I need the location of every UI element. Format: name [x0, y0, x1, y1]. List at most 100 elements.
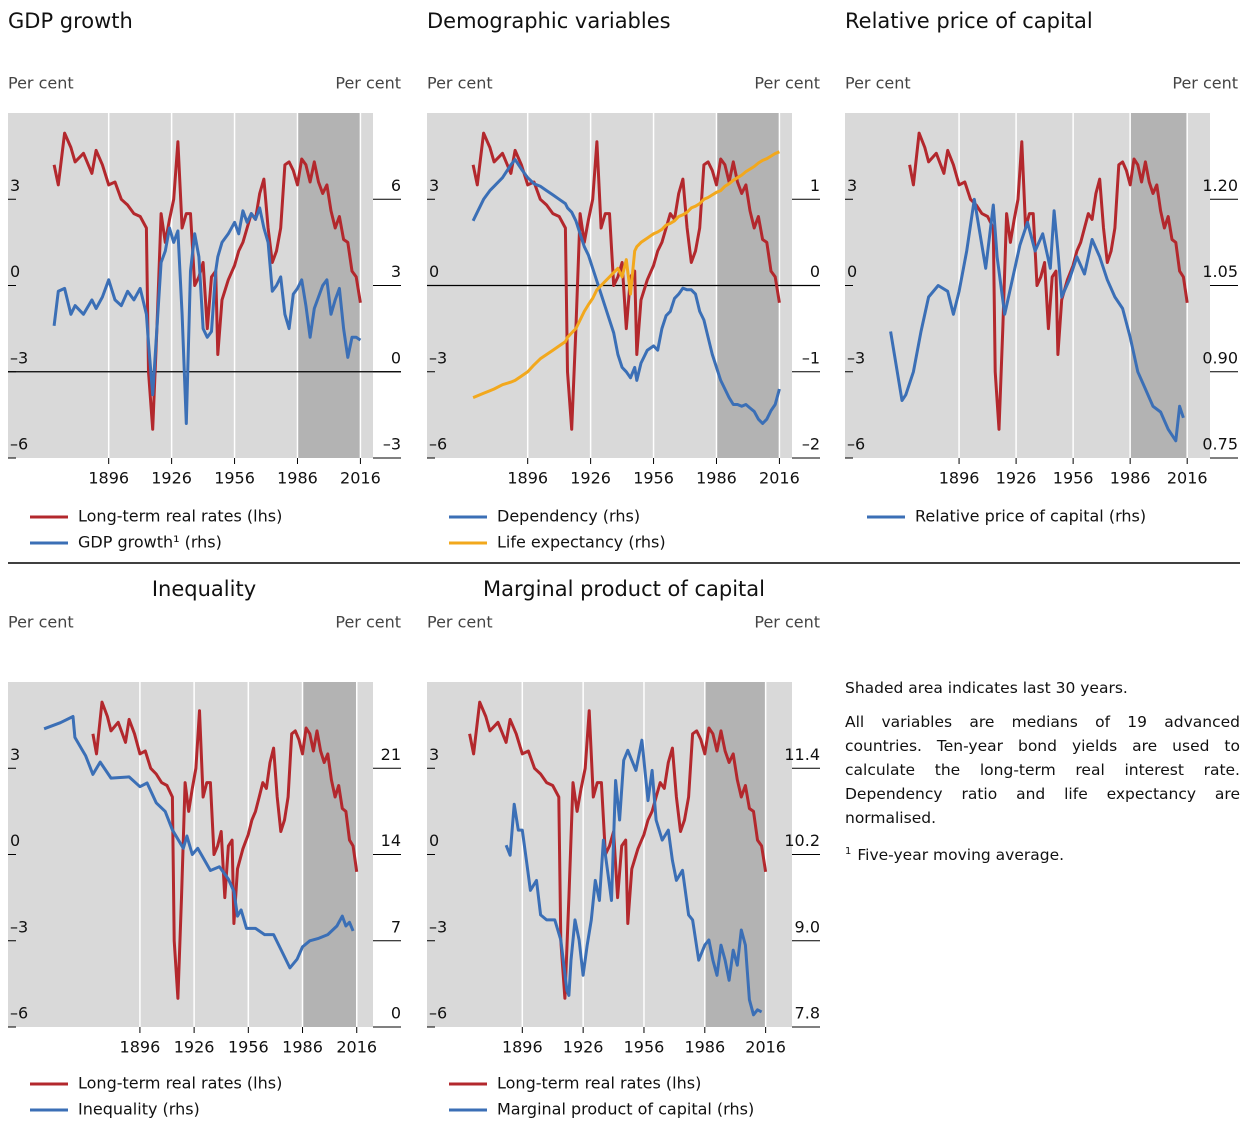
chart-title: Relative price of capital — [845, 9, 1093, 33]
y2-tick-label: 9.0 — [795, 917, 820, 936]
y-tick-label: 0 — [10, 262, 20, 281]
x-tick-label: 1956 — [228, 1038, 269, 1057]
x-tick-label: 2016 — [759, 469, 800, 488]
y2-tick-label: 0.90 — [1202, 348, 1238, 367]
y-tick-label: –6 — [10, 435, 28, 454]
legend-label: Long-term real rates (lhs) — [497, 1074, 701, 1093]
x-tick-label: 1956 — [633, 469, 674, 488]
series-line — [908, 131, 1189, 431]
x-tick-label: 2016 — [340, 469, 381, 488]
y-axis-unit: Per cent — [8, 613, 74, 632]
y2-tick-label: 7 — [391, 917, 401, 936]
y-axis-unit: Per cent — [427, 74, 493, 93]
y2-tick-label: 1.20 — [1202, 176, 1238, 195]
y2-axis-unit: Per cent — [335, 74, 401, 93]
y-tick-label: 3 — [10, 745, 20, 764]
y2-tick-label: –3 — [383, 435, 401, 454]
x-tick-label: 1926 — [996, 469, 1037, 488]
chart-title: Marginal product of capital — [483, 577, 765, 601]
y-tick-label: 0 — [429, 831, 439, 850]
y2-tick-label: 11.4 — [784, 745, 820, 764]
chart-title: GDP growth — [8, 9, 133, 33]
y2-tick-label: 0 — [810, 262, 820, 281]
legend-label: Dependency (rhs) — [497, 507, 640, 526]
y-axis-unit: Per cent — [427, 613, 493, 632]
x-tick-label: 1896 — [120, 1038, 161, 1057]
x-tick-label: 1956 — [1053, 469, 1094, 488]
y2-tick-label: 1 — [810, 176, 820, 195]
footnote-marker: 1 — [845, 846, 852, 857]
y-tick-label: 0 — [847, 262, 857, 281]
y-tick-label: 3 — [847, 176, 857, 195]
x-tick-label: 1926 — [174, 1038, 215, 1057]
y2-tick-label: 6 — [391, 176, 401, 195]
description-note: All variables are medians of 19 advanced… — [845, 713, 1240, 827]
y-axis-unit: Per cent — [845, 74, 911, 93]
x-tick-label: 1926 — [151, 469, 192, 488]
y-tick-label: –3 — [429, 917, 447, 936]
x-tick-label: 1986 — [696, 469, 737, 488]
series-line — [889, 197, 1185, 443]
x-tick-label: 1896 — [507, 469, 548, 488]
y2-axis-unit: Per cent — [754, 613, 820, 632]
x-tick-label: 1896 — [939, 469, 980, 488]
x-tick-label: 1926 — [570, 469, 611, 488]
y2-axis-unit: Per cent — [335, 613, 401, 632]
series-line — [471, 158, 781, 425]
series-line — [468, 700, 768, 1000]
y-tick-label: –6 — [10, 1004, 28, 1023]
x-tick-label: 2016 — [745, 1038, 786, 1057]
series-line — [471, 131, 781, 431]
shading-note: Shaded area indicates last 30 years. — [845, 679, 1128, 697]
series-line — [43, 715, 355, 970]
y-tick-label: 0 — [10, 831, 20, 850]
y2-tick-label: 7.8 — [795, 1004, 820, 1023]
legend-label: GDP growth¹ (rhs) — [78, 533, 222, 552]
y2-tick-label: 0 — [391, 1004, 401, 1023]
y2-axis-unit: Per cent — [754, 74, 820, 93]
y2-tick-label: 1.05 — [1202, 262, 1238, 281]
x-tick-label: 1956 — [624, 1038, 665, 1057]
x-tick-label: 1986 — [282, 1038, 323, 1057]
y-tick-label: –6 — [429, 435, 447, 454]
chart-title: Demographic variables — [427, 9, 671, 33]
y-tick-label: –3 — [10, 917, 28, 936]
footnote: 1 Five-year moving average. — [845, 840, 1240, 867]
series-line — [52, 131, 362, 431]
y2-tick-label: 10.2 — [784, 831, 820, 850]
y2-tick-label: 21 — [381, 745, 401, 764]
y-axis-unit: Per cent — [8, 74, 74, 93]
y2-tick-label: –2 — [802, 435, 820, 454]
series-line — [472, 150, 780, 399]
x-tick-label: 1926 — [563, 1038, 604, 1057]
legend-label: Marginal product of capital (rhs) — [497, 1100, 754, 1119]
legend-label: Long-term real rates (lhs) — [78, 1074, 282, 1093]
y-tick-label: –3 — [847, 348, 865, 367]
legend-label: Life expectancy (rhs) — [497, 533, 666, 552]
chart-title: Inequality — [152, 577, 256, 601]
x-tick-label: 2016 — [1167, 469, 1208, 488]
x-tick-label: 1896 — [502, 1038, 543, 1057]
y2-tick-label: 0 — [391, 348, 401, 367]
y2-tick-label: 0.75 — [1202, 435, 1238, 454]
series-line — [91, 700, 359, 1000]
y-tick-label: –6 — [429, 1004, 447, 1023]
x-tick-label: 1896 — [88, 469, 129, 488]
y2-tick-label: 14 — [381, 831, 401, 850]
y2-tick-label: –1 — [802, 348, 820, 367]
y-tick-label: 0 — [429, 262, 439, 281]
series-line — [504, 738, 763, 1017]
y-tick-label: 3 — [429, 745, 439, 764]
series-line — [52, 206, 362, 425]
x-tick-label: 1986 — [277, 469, 318, 488]
notes: Shaded area indicates last 30 years. All… — [845, 676, 1240, 877]
x-tick-label: 1956 — [214, 469, 255, 488]
y2-tick-label: 3 — [391, 262, 401, 281]
y-tick-label: –3 — [429, 348, 447, 367]
y-tick-label: 3 — [429, 176, 439, 195]
footnote-text: Five-year moving average. — [857, 846, 1065, 865]
y-tick-label: 3 — [10, 176, 20, 195]
y-tick-label: –6 — [847, 435, 865, 454]
